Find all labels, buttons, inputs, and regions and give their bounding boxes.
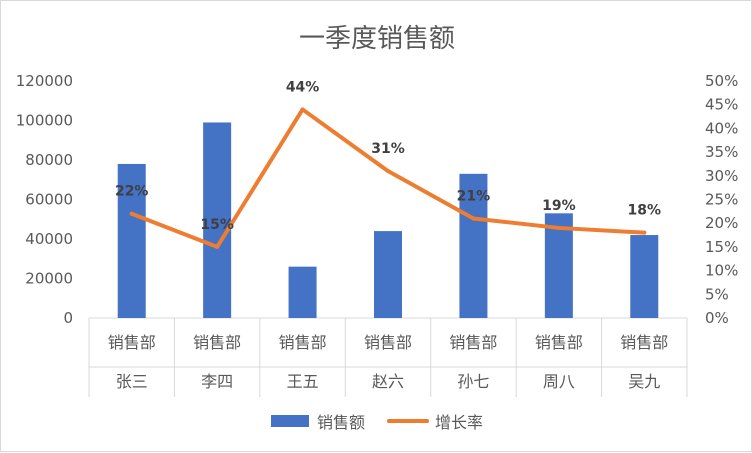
y-right-tick-label: 20% — [705, 214, 738, 232]
data-label: 22% — [115, 184, 149, 200]
legend-label-growth: 增长率 — [435, 413, 483, 432]
data-labels: 22% 15% 44% 31% 21% 19% 18% — [115, 79, 661, 232]
y-right-tick-label: 25% — [705, 191, 738, 209]
x-group-label: 销售部 — [108, 333, 156, 352]
x-category-label: 孙七 — [457, 372, 489, 391]
y-right-tick-label: 45% — [705, 96, 738, 114]
x-group-label: 销售部 — [364, 333, 412, 352]
line-point — [386, 169, 390, 174]
x-category-label: 吴九 — [628, 372, 660, 391]
x-group-label: 销售部 — [449, 333, 497, 352]
bar — [288, 266, 317, 318]
legend: 销售额 增长率 — [271, 413, 483, 432]
y-left-tick-label: 40000 — [25, 230, 73, 248]
y-right-tick-label: 30% — [705, 167, 738, 185]
y-right-tick-label: 10% — [705, 262, 738, 280]
bar — [203, 122, 232, 318]
bar — [117, 163, 146, 318]
y-left-tick-label: 60000 — [25, 191, 73, 209]
bar-series — [117, 122, 659, 318]
data-label: 31% — [371, 141, 405, 157]
x-group-label: 销售部 — [279, 333, 327, 352]
x-category-label: 周八 — [543, 372, 575, 391]
y-right-tick-label: 35% — [705, 143, 738, 161]
bar — [374, 231, 402, 318]
line-point — [300, 107, 305, 112]
y-left-tick-label: 100000 — [16, 112, 73, 130]
y-right-tick-label: 40% — [705, 119, 738, 137]
x-category-label: 李四 — [201, 372, 233, 391]
data-label: 19% — [542, 198, 576, 214]
data-label: 21% — [457, 188, 491, 204]
data-label: 18% — [628, 203, 662, 219]
x-category-label: 赵六 — [372, 372, 404, 391]
line-point — [471, 216, 476, 221]
data-label: 44% — [286, 79, 320, 95]
x-group-label: 销售部 — [193, 333, 241, 352]
bar — [459, 173, 488, 318]
data-label: 15% — [200, 217, 234, 233]
y-left-tick-label: 120000 — [16, 72, 73, 90]
x-group-label: 销售部 — [535, 333, 583, 352]
chart-title: 一季度销售额 — [299, 24, 455, 54]
line-point — [556, 225, 561, 230]
axes: 0 20000 40000 60000 80000 100000 120000 0% 5% 10%… — [16, 72, 738, 397]
line-point — [642, 230, 647, 235]
legend-label-sales: 销售额 — [317, 413, 365, 432]
y-right-tick-label: 5% — [705, 285, 729, 303]
y-right-tick-label: 15% — [705, 238, 738, 256]
y-left-tick-label: 20000 — [25, 270, 73, 288]
y-left-tick-label: 0 — [63, 309, 73, 327]
y-right-tick-label: 0% — [705, 309, 729, 327]
legend-swatch-bar — [271, 415, 309, 427]
x-group-label: 销售部 — [620, 333, 668, 352]
y-left-tick-label: 80000 — [25, 151, 73, 169]
y-right-tick-label: 50% — [705, 72, 738, 90]
bar — [630, 235, 659, 318]
line-point — [215, 244, 220, 249]
bar — [544, 213, 573, 318]
line-series — [129, 107, 647, 249]
line-point — [129, 211, 134, 216]
x-category-label: 张三 — [116, 372, 148, 391]
x-category-label: 王五 — [287, 372, 319, 391]
